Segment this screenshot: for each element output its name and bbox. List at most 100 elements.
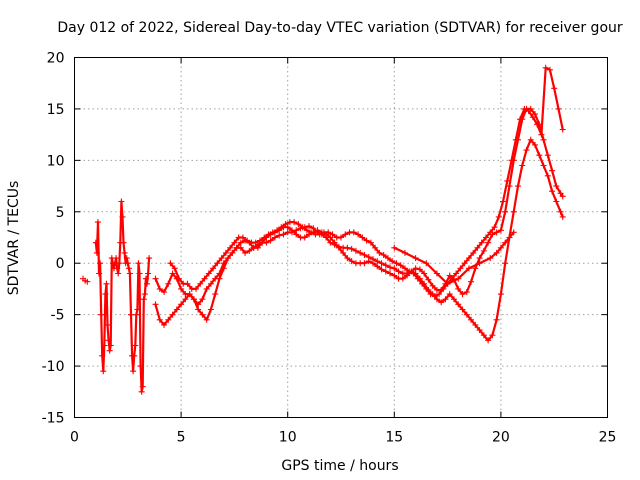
data-point [361,260,368,267]
data-point [269,229,276,236]
data-point [412,255,419,262]
data-point [476,260,483,267]
y-tick-label: -10 [42,359,65,375]
y-tick-label: 20 [47,51,65,67]
data-point [239,234,246,241]
data-point [433,296,440,303]
data-point [549,167,556,174]
data-point [482,234,489,241]
data-point [331,239,338,246]
data-point [397,262,404,269]
data-point [363,237,370,244]
data-point [231,239,238,246]
data-point [282,221,289,228]
data-point [455,301,462,308]
data-point [465,255,472,262]
data-point [557,190,564,197]
data-point [476,327,483,334]
data-point [115,270,122,277]
data-point [237,239,244,246]
data-point [359,234,366,241]
data-point [378,260,385,267]
data-point [156,316,163,323]
series-track-b [92,198,153,395]
data-point [130,368,137,375]
data-point [493,249,500,256]
data-point [455,285,462,292]
data-point [446,291,453,298]
data-point [102,291,109,298]
data-point [523,147,530,154]
data-point [534,121,541,128]
data-point [429,282,436,289]
data-point [233,244,240,251]
data-point [182,296,189,303]
data-point [529,114,536,121]
data-point [146,255,153,262]
data-point [98,311,105,318]
data-point [218,255,225,262]
data-point [171,265,178,272]
data-point [348,245,355,252]
data-point [382,262,389,269]
data-point [506,183,513,190]
data-point [412,265,419,272]
data-point [461,260,468,267]
data-point [340,249,347,256]
data-point [104,321,111,328]
x-tick-label: 15 [385,430,403,446]
data-point [544,152,551,159]
data-point [463,289,470,296]
data-point [93,249,100,256]
data-point [433,270,440,277]
data-point [134,306,141,313]
x-tick-label: 10 [279,430,297,446]
data-point [551,85,558,92]
data-point [201,275,208,282]
data-point [101,342,108,349]
data-point [329,231,336,238]
data-point [472,321,479,328]
data-point [207,306,214,313]
data-point [444,280,451,287]
data-point [532,111,539,118]
data-point [525,107,532,114]
data-point [137,363,144,370]
data-point [316,231,323,238]
data-point [152,275,159,282]
data-point [225,255,232,262]
data-point [278,224,285,231]
series-track-f [391,229,517,287]
data-point [120,239,127,246]
data-point [489,332,496,339]
data-point [338,234,344,241]
data-point [169,311,176,318]
data-point [252,239,259,246]
y-tick-label: -15 [42,411,65,427]
data-point [427,291,434,298]
data-point [97,260,104,267]
data-point [553,198,560,205]
data-point [145,270,152,277]
data-point [555,105,562,112]
data-point [152,301,159,308]
data-point [495,213,502,220]
data-point [140,296,147,303]
series-track-e [167,64,566,300]
data-point [132,342,139,349]
data-point [125,265,132,272]
data-point [139,383,146,390]
data-point [167,260,174,267]
data-point [165,316,172,323]
data-point [265,231,272,238]
data-point [156,285,163,292]
data-point [105,337,112,344]
data-point [113,255,120,262]
data-point [242,249,249,256]
data-point [123,255,130,262]
data-point [169,270,176,277]
data-point [203,316,210,323]
data-point [382,268,389,275]
data-point [453,270,460,277]
data-point [365,258,372,265]
